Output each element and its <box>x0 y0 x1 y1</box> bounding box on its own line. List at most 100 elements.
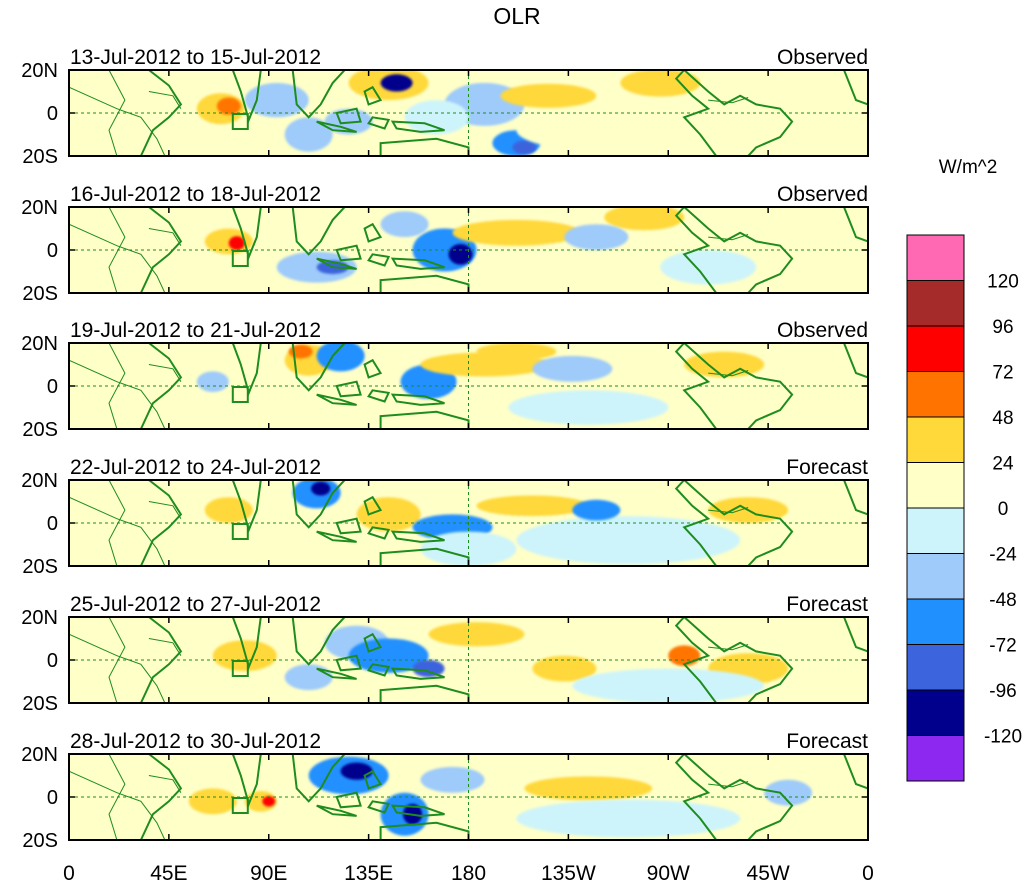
map-panels: 20N 0 20S 13-Jul-2012 to 15-Jul-2012 Observe… <box>21 46 869 852</box>
olr-anomaly-blob <box>244 82 309 118</box>
olr-anomaly-field <box>69 480 868 566</box>
lat-tick-label: 0 <box>47 650 58 672</box>
olr-anomaly-field <box>69 70 868 156</box>
olr-anomaly-blob <box>500 83 597 108</box>
olr-anomaly-blob <box>604 207 685 231</box>
olr-anomaly-blob <box>572 668 765 703</box>
coastline <box>674 617 794 703</box>
lon-tick-label: 0 <box>63 862 75 885</box>
country-border <box>708 644 749 651</box>
country-border <box>708 781 749 788</box>
country-border <box>148 91 182 109</box>
country-border <box>708 507 749 514</box>
olr-anomaly-blob <box>196 371 229 393</box>
coastline <box>842 480 868 516</box>
olr-anomaly-blob <box>532 655 597 682</box>
colorbar-label: -72 <box>989 636 1016 657</box>
country-border <box>108 207 126 293</box>
coastline <box>363 495 383 516</box>
panel-status: Forecast <box>786 730 868 753</box>
olr-anomaly-blob <box>428 622 525 647</box>
coastline <box>231 70 262 123</box>
coastline <box>316 393 357 406</box>
colorbar-label: 48 <box>992 408 1013 429</box>
coastline <box>231 754 262 807</box>
lat-tick-label: 20S <box>22 830 58 852</box>
olr-anomaly-blob <box>188 788 237 815</box>
coastline <box>291 754 347 803</box>
coastline <box>231 480 262 533</box>
map-panel: 20N 0 20S 19-Jul-2012 to 21-Jul-2012 Observe… <box>21 319 869 441</box>
olr-anomaly-blob <box>620 70 701 97</box>
coastline <box>291 207 347 256</box>
coastline <box>390 804 445 817</box>
coastline <box>335 380 362 398</box>
olr-anomaly-blob <box>412 660 445 678</box>
panel-date-range: 13-Jul-2012 to 15-Jul-2012 <box>70 46 321 69</box>
lon-tick-label: 90W <box>647 862 690 885</box>
colorbar-swatch <box>906 689 965 736</box>
coastline <box>674 480 794 566</box>
panel-date-range: 16-Jul-2012 to 18-Jul-2012 <box>70 183 321 206</box>
coastline <box>316 120 357 133</box>
coastline <box>335 244 362 262</box>
olr-anomaly-blob <box>524 776 653 801</box>
olr-anomaly-blob <box>532 355 613 382</box>
country-border <box>148 364 182 382</box>
colorbar-swatch <box>906 644 965 691</box>
olr-anomaly-blob <box>668 645 701 667</box>
lat-tick-label: 20S <box>22 146 58 168</box>
coastline <box>69 480 183 566</box>
longitude-axis: 0 45E 90E 135E 180 135W 90W 45W 0 <box>63 862 874 885</box>
olr-anomaly-blob <box>311 481 331 496</box>
olr-anomaly-blob <box>276 251 357 283</box>
coastline <box>842 207 868 243</box>
coastline <box>367 253 391 267</box>
lat-tick-label: 20N <box>21 197 58 219</box>
map-panel: 20N 0 20S 25-Jul-2012 to 27-Jul-2012 Forecas… <box>21 593 869 715</box>
coastline <box>674 70 794 156</box>
lat-tick-label: 20N <box>21 744 58 766</box>
coastline <box>367 116 391 130</box>
country-border <box>108 754 126 840</box>
olr-anomaly-blob <box>262 796 276 807</box>
region-box <box>231 113 249 130</box>
lat-tick-label: 0 <box>47 376 58 398</box>
coastline <box>363 769 383 790</box>
lat-tick-label: 20N <box>21 470 58 492</box>
panel-date-range: 25-Jul-2012 to 27-Jul-2012 <box>70 593 321 616</box>
olr-anomaly-field <box>69 343 868 429</box>
olr-anomaly-field <box>69 207 868 293</box>
colorbar-swatch <box>906 325 965 372</box>
coastline <box>335 654 362 672</box>
olr-anomaly-blob <box>452 219 581 246</box>
coastline <box>367 389 391 403</box>
olr-anomaly-blob <box>476 495 589 517</box>
region-box <box>231 523 249 540</box>
lon-tick-label: 45E <box>150 862 187 885</box>
colorbar-label: -24 <box>989 545 1017 566</box>
country-border <box>108 343 126 429</box>
coastline <box>390 120 445 133</box>
coastline <box>390 667 445 680</box>
colorbar-swatch <box>906 280 965 327</box>
olr-anomaly-blob <box>356 497 421 532</box>
country-border <box>148 228 182 246</box>
olr-anomaly-blob <box>420 766 485 793</box>
coastline <box>842 343 868 379</box>
country-border <box>69 223 166 293</box>
country-border <box>69 770 166 840</box>
coastline <box>316 804 357 817</box>
panel-status: Forecast <box>786 456 868 479</box>
coastline <box>335 107 362 125</box>
colorbar-swatch <box>906 234 965 281</box>
olr-anomaly-blob <box>316 343 365 372</box>
country-border <box>148 501 182 519</box>
colorbar-swatch <box>906 553 965 600</box>
coastline <box>390 257 445 270</box>
lat-tick-label: 20S <box>22 556 58 578</box>
colorbar-swatch <box>906 507 965 554</box>
colorbar-label: 72 <box>992 363 1013 384</box>
coastline <box>316 257 357 270</box>
